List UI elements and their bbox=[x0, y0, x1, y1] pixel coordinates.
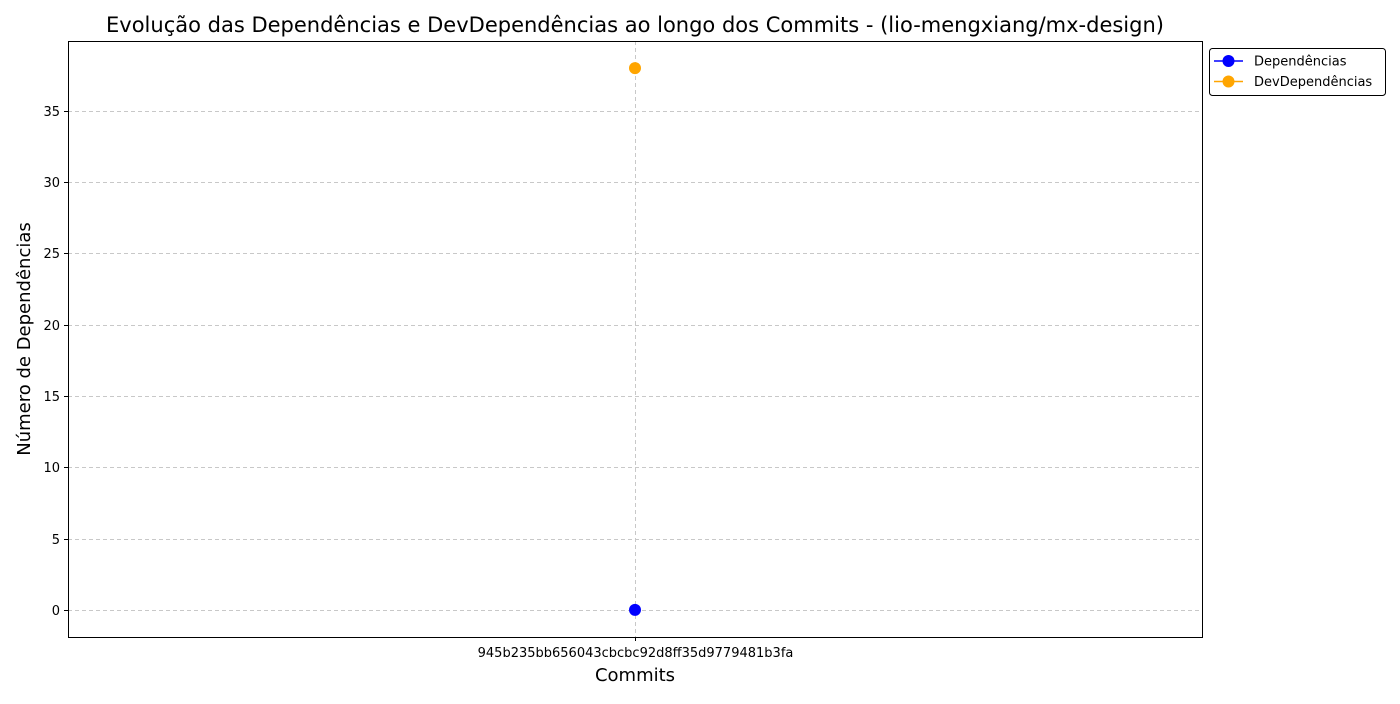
chart-title: Evolução das Dependências e DevDependênc… bbox=[106, 13, 1164, 37]
legend-box bbox=[1209, 48, 1386, 96]
plot-frame bbox=[68, 41, 1203, 638]
x-tick-label: 945b235bb656043cbcbc92d8ff35d9779481b3fa bbox=[478, 646, 794, 661]
x-axis-label: Commits bbox=[595, 665, 675, 686]
y-tick-label: 15 bbox=[43, 390, 60, 405]
y-tick-label: 35 bbox=[43, 105, 60, 120]
y-tick-label: 0 bbox=[52, 604, 60, 619]
x-axis: 945b235bb656043cbcbc92d8ff35d9779481b3fa bbox=[478, 637, 794, 661]
y-tick-label: 30 bbox=[43, 176, 60, 191]
legend-marker-1 bbox=[1222, 75, 1235, 88]
data-point-1 bbox=[629, 62, 641, 75]
legend-label-0: Dependências bbox=[1254, 55, 1347, 70]
legend: Dependências DevDependências bbox=[1209, 48, 1386, 96]
legend-marker-0 bbox=[1222, 55, 1235, 67]
y-tick-label: 25 bbox=[43, 247, 60, 262]
series-layer bbox=[629, 62, 641, 616]
data-point-0 bbox=[629, 603, 641, 616]
y-tick-label: 10 bbox=[43, 461, 60, 476]
grid-layer bbox=[68, 41, 1202, 637]
legend-label-1: DevDependências bbox=[1254, 75, 1372, 90]
legend-entries: Dependências DevDependências bbox=[1214, 55, 1372, 90]
y-axis: 0 5 10 15 20 25 30 35 bbox=[43, 105, 68, 619]
y-axis-label: Número de Dependências bbox=[14, 222, 35, 456]
y-tick-label: 20 bbox=[43, 319, 60, 334]
y-tick-label: 5 bbox=[52, 533, 60, 548]
